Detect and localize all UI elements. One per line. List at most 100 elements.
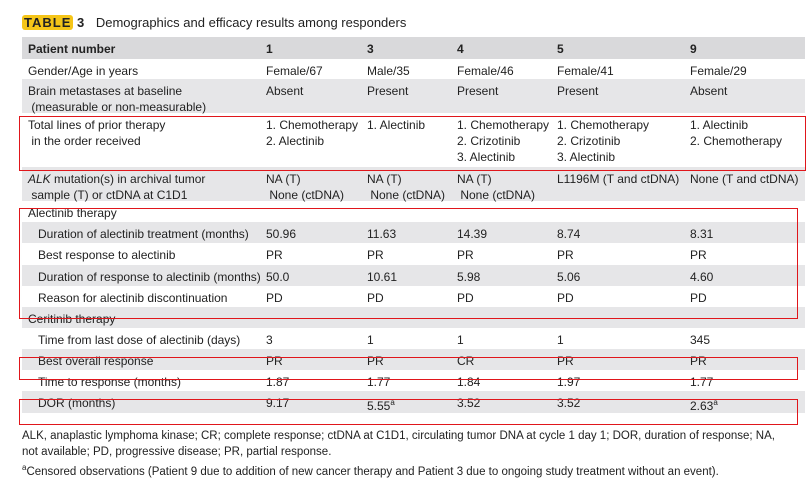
- cell-value: PR: [557, 354, 574, 368]
- cell-value: PR: [367, 248, 384, 262]
- cell-value: PR: [367, 354, 384, 368]
- cell-value: PR: [557, 248, 574, 262]
- cell-value: 9.17: [266, 396, 290, 410]
- table-row: Gender/Age in years Female/67 Male/35 Femal…: [22, 59, 805, 79]
- cell-value: 3: [266, 333, 273, 347]
- table-number: 3: [77, 15, 85, 30]
- table-row: ALK mutation(s) in archival tumor sample…: [22, 167, 805, 202]
- cell-value: 1: [457, 333, 464, 347]
- cell-value: 1.87: [266, 375, 290, 389]
- cell-value: 1.97: [557, 375, 581, 389]
- footnote-censored: aCensored observations (Patient 9 due to…: [22, 460, 775, 480]
- table-row: Best overall response PR PR CR PR PR: [22, 349, 805, 370]
- section-label: Alectinib therapy: [28, 206, 117, 220]
- cell-value: Female/29: [690, 64, 747, 78]
- cell-value: PD: [457, 291, 474, 305]
- footnote-mark: a: [713, 398, 718, 407]
- row-label: Duration of alectinib treatment (months): [38, 227, 249, 241]
- table-row: Best response to alectinib PR PR PR PR PR: [22, 243, 805, 265]
- column-header-patient: 5: [557, 42, 564, 56]
- cell-value: 1: [367, 333, 374, 347]
- table-row: Reason for alectinib discontinuation PD PD…: [22, 286, 805, 307]
- cell-value: 50.96: [266, 227, 297, 241]
- column-header-label: Patient number: [28, 42, 116, 56]
- cell-value: 3.52: [557, 396, 581, 410]
- cell-value: PR: [690, 248, 707, 262]
- footnote-censored-text: Censored observations (Patient 9 due to …: [26, 465, 719, 478]
- row-label: ALK mutation(s) in archival tumor sample…: [28, 172, 206, 202]
- footnote-abbreviations: ALK, anaplastic lymphoma kinase; CR; com…: [22, 428, 775, 480]
- row-label: Time to response (months): [38, 375, 181, 389]
- cell-value: Female/46: [457, 64, 514, 78]
- cell-value: 1.84: [457, 375, 481, 389]
- table-row: Total lines of prior therapy in the orde…: [22, 113, 805, 167]
- cell-value: None (T and ctDNA): [690, 172, 799, 186]
- cell-value: 1. Chemotherapy 2. Alectinib: [266, 118, 359, 148]
- table-title: Demographics and efficacy results among …: [95, 15, 407, 30]
- cell-value: NA (T) None (ctDNA): [266, 172, 345, 202]
- cell-value: 1. Alectinib 2. Chemotherapy: [690, 118, 783, 148]
- column-header-patient: 1: [266, 42, 273, 56]
- cell-value: Present: [457, 84, 499, 98]
- table-row: Duration of alectinib treatment (months)…: [22, 222, 805, 243]
- cell-value: 4.60: [690, 270, 714, 284]
- cell-value: NA (T) None (ctDNA): [367, 172, 446, 202]
- cell-value: PR: [690, 354, 707, 368]
- cell-value: CR: [457, 354, 475, 368]
- cell-value: 10.61: [367, 270, 398, 284]
- row-label: Reason for alectinib discontinuation: [38, 291, 228, 305]
- cell-value: 1. Alectinib: [367, 118, 426, 132]
- cell-value: Female/67: [266, 64, 323, 78]
- cell-value: 5.06: [557, 270, 581, 284]
- cell-value: NA (T) None (ctDNA): [457, 172, 536, 202]
- table-row: Brain metastases at baseline (measurable…: [22, 79, 805, 114]
- cell-value: 1: [557, 333, 564, 347]
- cell-value: Absent: [266, 84, 304, 98]
- table-row: Duration of response to alectinib (month…: [22, 265, 805, 286]
- row-label: Best response to alectinib: [38, 248, 176, 262]
- cell-value: 5.98: [457, 270, 481, 284]
- cell-value: 1.77: [367, 375, 391, 389]
- cell-value: PD: [367, 291, 384, 305]
- cell-value: 5.55a: [367, 395, 395, 414]
- cell-value: 11.63: [367, 227, 397, 241]
- cell-value: PD: [557, 291, 574, 305]
- cell-value: PR: [266, 248, 283, 262]
- row-label: Time from last dose of alectinib (days): [38, 333, 241, 347]
- footnote-line: not available; PD, progressive disease; …: [22, 446, 332, 458]
- cell-value: L1196M (T and ctDNA): [557, 172, 680, 186]
- cell-value: Present: [557, 84, 599, 98]
- cell-value: PR: [457, 248, 474, 262]
- cell-value: 8.31: [690, 227, 714, 241]
- column-header-patient: 3: [367, 42, 374, 56]
- column-header-patient: 9: [690, 42, 697, 56]
- cell-value: Present: [367, 84, 409, 98]
- row-label: Total lines of prior therapy in the orde…: [28, 118, 166, 148]
- cell-value: PD: [690, 291, 707, 305]
- table-tag: TABLE: [22, 15, 74, 30]
- results-table: Patient number 1 3 4 5 9 Gender/Age in years Fe…: [22, 37, 805, 413]
- cell-value: 1. Chemotherapy 2. Crizotinib 3. Alectin…: [457, 118, 550, 164]
- section-row: Alectinib therapy: [22, 201, 805, 222]
- cell-value: 3.52: [457, 396, 481, 410]
- cell-value: 2.63a: [690, 395, 718, 414]
- cell-value: Absent: [690, 84, 728, 98]
- table-header-row: Patient number 1 3 4 5 9: [22, 37, 805, 59]
- row-label: Duration of response to alectinib (month…: [38, 270, 261, 284]
- cell-value: 345: [690, 333, 711, 347]
- footnote-line: ALK, anaplastic lymphoma kinase; CR; com…: [22, 430, 775, 442]
- cell-value: 14.39: [457, 227, 488, 241]
- cell-value: PR: [266, 354, 283, 368]
- cell-value: 8.74: [557, 227, 581, 241]
- section-label: Ceritinib therapy: [28, 312, 116, 326]
- cell-value: Female/41: [557, 64, 614, 78]
- cell-value: 1.77: [690, 375, 714, 389]
- section-row: Ceritinib therapy: [22, 307, 805, 328]
- column-header-patient: 4: [457, 42, 464, 56]
- row-label: Gender/Age in years: [28, 64, 139, 78]
- cell-value: 50.0: [266, 270, 290, 284]
- cell-value: Male/35: [367, 64, 410, 78]
- row-label: Best overall response: [38, 354, 154, 368]
- table-row: Time to response (months) 1.87 1.77 1.84 1.9…: [22, 370, 805, 391]
- cell-text: 2.63: [690, 399, 714, 413]
